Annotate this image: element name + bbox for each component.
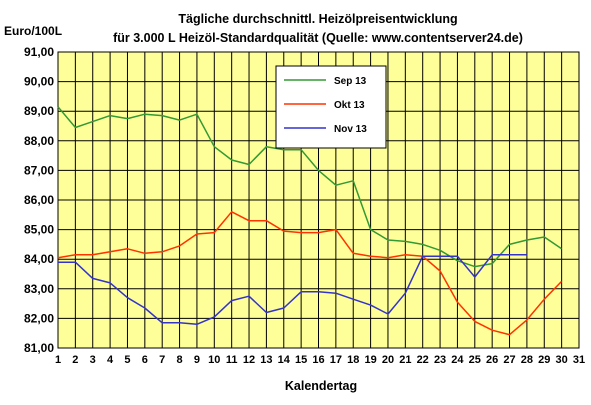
y-axis-label: Euro/100L: [4, 24, 62, 38]
x-tick-label: 25: [469, 354, 481, 366]
x-tick-label: 8: [177, 354, 183, 366]
legend: Sep 13 Okt 13 Nov 13: [275, 65, 387, 149]
y-tick-label: 90,00: [24, 75, 54, 89]
series-line-okt-13: [57, 211, 563, 336]
x-tick-label: 18: [347, 354, 359, 366]
y-tick-label: 86,00: [24, 193, 54, 207]
x-tick-label: 27: [503, 354, 515, 366]
x-axis-label: Kalendertag: [285, 379, 357, 393]
series-line-nov-13: [58, 254, 527, 326]
x-tick-label: 10: [208, 354, 220, 366]
legend-box: [275, 65, 387, 149]
x-tick-label: 21: [399, 354, 411, 366]
x-tick-label: 4: [107, 354, 114, 366]
x-tick-label: 14: [278, 354, 291, 366]
series-line-sep-13: [57, 106, 563, 268]
x-tick-label: 1: [55, 354, 61, 366]
chart-title-line1: Tägliche durchschnittl. Heizölpreisentwi…: [178, 12, 457, 26]
legend-label: Okt 13: [334, 100, 365, 111]
x-tick-label: 11: [226, 354, 238, 366]
y-tick-label: 82,00: [24, 311, 54, 325]
y-tick-label: 85,00: [24, 223, 54, 237]
x-tick-label: 29: [538, 354, 550, 366]
x-tick-label: 12: [243, 354, 255, 366]
x-tick-label: 2: [72, 354, 78, 366]
x-tick-label: 23: [434, 354, 446, 366]
x-tick-label: 15: [295, 354, 307, 366]
x-tick-label: 7: [159, 354, 165, 366]
legend-label: Nov 13: [334, 124, 367, 135]
x-tick-label: 5: [124, 354, 130, 366]
x-tick-label: 20: [382, 354, 394, 366]
y-tick-label: 91,00: [24, 45, 54, 59]
y-tick-label: 84,00: [24, 252, 54, 266]
x-tick-label: 22: [417, 354, 429, 366]
plot-border: [57, 51, 580, 349]
x-tick-label: 26: [486, 354, 498, 366]
y-tick-label: 89,00: [24, 104, 54, 118]
x-tick-label: 24: [451, 354, 464, 366]
x-tick-label: 13: [260, 354, 272, 366]
x-tick-label: 9: [194, 354, 200, 366]
y-tick-label: 88,00: [24, 134, 54, 148]
x-tick-label: 3: [90, 354, 96, 366]
x-tick-label: 16: [312, 354, 324, 366]
x-tick-label: 6: [142, 354, 148, 366]
x-tick-label: 30: [556, 354, 568, 366]
x-tick-label: 17: [330, 354, 342, 366]
legend-label: Sep 13: [334, 76, 367, 87]
x-tick-label: 19: [364, 354, 376, 366]
y-tick-label: 83,00: [24, 282, 54, 296]
y-tick-label: 81,00: [24, 341, 54, 355]
chart-title-line2: für 3.000 L Heizöl-Standardqualität (Que…: [113, 31, 523, 45]
x-tick-label: 28: [521, 354, 533, 366]
x-tick-label: 31: [573, 354, 585, 366]
y-tick-label: 87,00: [24, 163, 54, 177]
